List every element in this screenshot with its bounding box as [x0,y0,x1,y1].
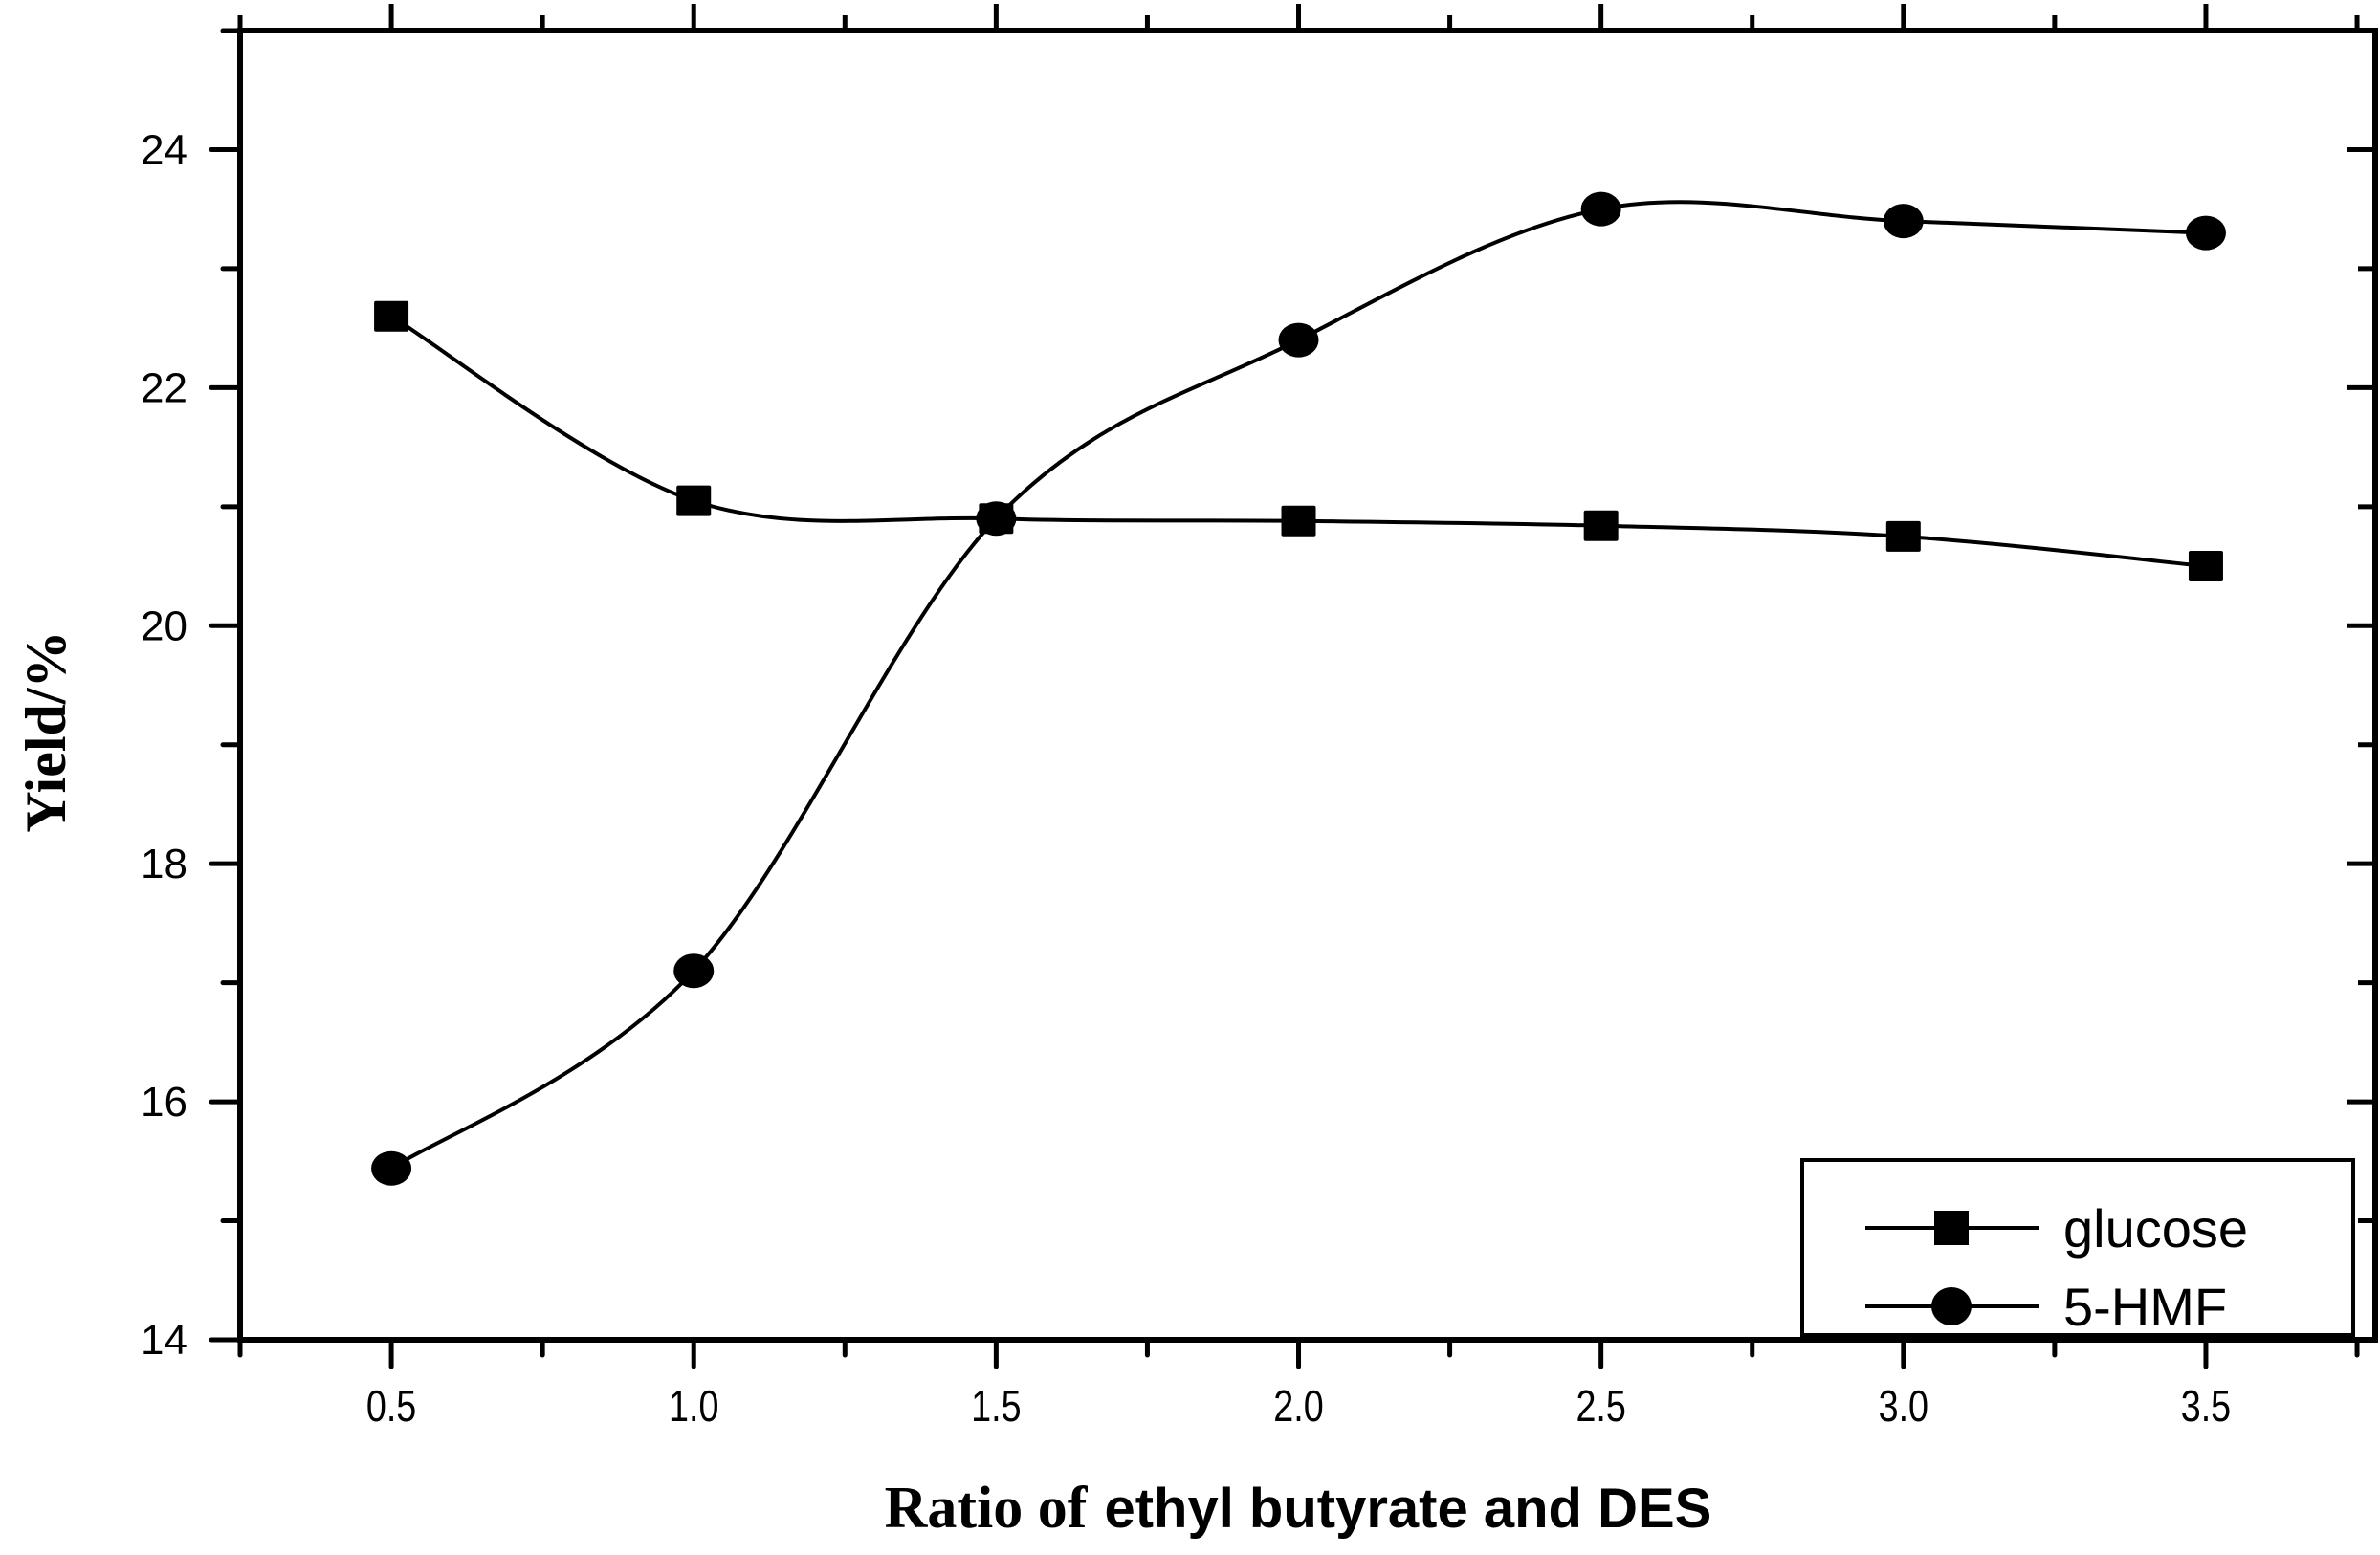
series-layer [371,191,2226,1186]
plot-frame [237,28,2378,1343]
y-tick-label: 20 [141,602,187,649]
y-tick-label: 18 [141,841,187,887]
y-axis-title: Yield/% [14,630,77,832]
y-axis-ticks: 14 16 18 20 22 24 [141,28,2375,1364]
circle-marker [976,501,1017,537]
circle-marker [1883,204,1924,239]
legend-square-marker [1934,1211,1969,1245]
legend-circle-marker [1931,1287,1972,1325]
circle-marker [1580,191,1621,227]
y-tick-label: 24 [141,126,187,173]
x-tick-label: 0.5 [366,1381,416,1430]
x-tick-label: 1.0 [669,1381,718,1430]
y-tick-label: 22 [141,364,187,411]
x-tick-label: 3.0 [1879,1381,1928,1430]
x-tick-label: 2.5 [1576,1381,1625,1430]
circle-marker [673,953,715,989]
square-marker [1281,505,1316,537]
circle-marker [2185,215,2226,251]
legend-label: glucose [2063,1198,2248,1259]
square-marker [2188,551,2223,582]
square-marker [676,485,712,516]
circle-marker [371,1150,412,1186]
square-marker [374,300,409,332]
series-glucose [374,300,2223,582]
plot-border [237,28,2378,1343]
legend: glucose 5-HMF [1800,1158,2355,1337]
x-axis-title-part-1: Ratio of [885,1476,1089,1541]
y-tick-label: 16 [141,1079,187,1126]
x-tick-label: 1.5 [971,1381,1021,1430]
square-marker [1885,520,1921,552]
square-marker [1583,510,1619,541]
legend-label: 5-HMF [2063,1277,2227,1337]
x-axis-title: Ratio of ethyl butyrate and DES [885,1476,1712,1541]
x-axis-ticks: 0.5 1.0 1.5 2.0 2.5 3.0 3.5 [237,4,2360,1431]
y-tick-label: 14 [141,1317,187,1364]
series-5-hmf [371,191,2226,1186]
x-tick-label: 2.0 [1273,1381,1323,1430]
x-axis-title-part-2: ethyl butyrate and DES [1104,1478,1711,1540]
circle-marker [1278,322,1319,358]
x-tick-label: 3.5 [2181,1381,2231,1430]
